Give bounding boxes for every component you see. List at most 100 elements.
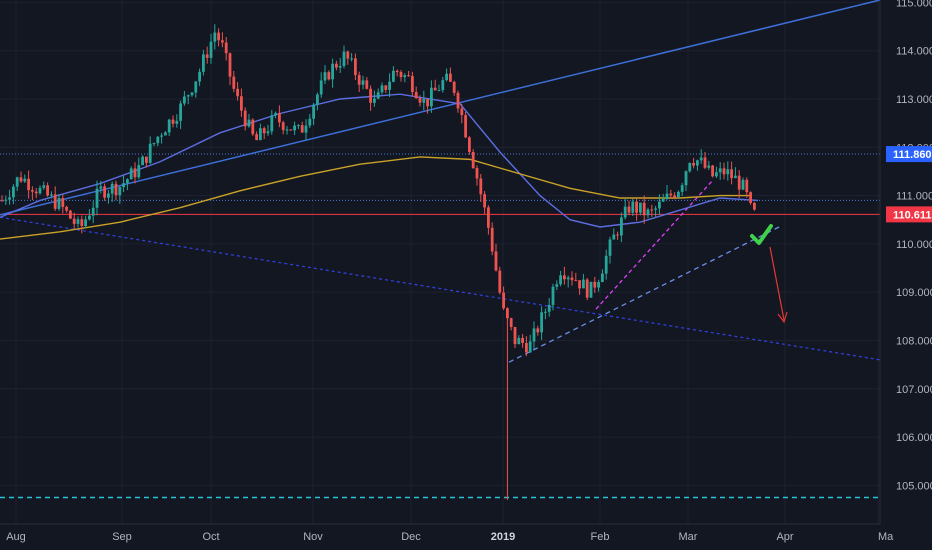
time-tick-label: Ma: [878, 531, 894, 543]
candle: [38, 185, 42, 195]
candle-body: [179, 103, 182, 121]
candle: [342, 45, 346, 69]
candle: [152, 142, 156, 147]
candle-body: [209, 41, 213, 58]
candle: [297, 124, 300, 130]
falling-trendline: [0, 216, 881, 361]
candle: [437, 84, 441, 92]
candle-body: [262, 128, 266, 134]
price-tick-label: 115.000: [896, 0, 932, 9]
candle-body: [502, 292, 505, 309]
candle-body: [270, 115, 274, 132]
candle-body: [198, 71, 201, 82]
candle-body: [680, 185, 684, 192]
candle-body: [627, 206, 631, 213]
candle-body: [42, 185, 46, 188]
candle: [278, 105, 281, 128]
candle-body: [335, 63, 338, 68]
candle-body: [316, 94, 319, 105]
candle-body: [711, 165, 714, 177]
candle-body: [221, 40, 224, 43]
candle: [650, 204, 654, 217]
price-tick-label: 109.000: [896, 287, 932, 299]
candle: [753, 201, 756, 211]
candle: [61, 194, 65, 214]
candle: [76, 216, 80, 228]
candle: [555, 280, 559, 291]
candle: [506, 307, 509, 500]
candle-body: [160, 135, 163, 137]
candle-body: [251, 119, 255, 135]
candle: [110, 181, 114, 202]
candle: [221, 32, 224, 48]
candle: [114, 180, 118, 201]
candle: [148, 136, 152, 165]
candle-body: [31, 190, 34, 192]
candle: [521, 334, 524, 348]
candle-body: [126, 179, 129, 184]
candle-body: [665, 193, 669, 200]
candle: [8, 189, 11, 205]
candle-body: [540, 312, 543, 333]
candle-body: [547, 304, 551, 312]
candle: [316, 92, 319, 111]
candle-body: [639, 202, 642, 213]
price-axis[interactable]: 115.000114.000113.000112.000111.000110.0…: [896, 0, 932, 492]
candle: [677, 190, 680, 199]
candle-body: [202, 54, 205, 72]
candle: [247, 113, 251, 128]
candle-body: [57, 198, 61, 209]
candle: [34, 188, 38, 199]
candle: [285, 125, 289, 135]
candle: [50, 191, 53, 199]
candle-body: [217, 32, 220, 41]
candle-body: [76, 219, 80, 224]
time-axis[interactable]: Aug Sep Oct Nov Dec 2019 Feb Mar Apr Ma: [6, 531, 894, 543]
grid-lines: [0, 0, 880, 524]
price-tick-label: 110.000: [896, 239, 932, 251]
candle: [661, 193, 665, 202]
candle: [536, 325, 540, 336]
candle: [745, 177, 749, 198]
candle: [464, 112, 467, 139]
candle: [696, 159, 699, 171]
candle-body: [278, 113, 281, 123]
candle-body: [414, 91, 418, 99]
price-tick-label: 113.000: [896, 94, 932, 106]
candle: [107, 190, 110, 204]
candle: [19, 171, 23, 183]
candle: [126, 178, 129, 191]
candle-body: [399, 72, 403, 78]
candle: [430, 80, 433, 113]
candle-body: [449, 73, 452, 82]
support-trendline: [508, 224, 783, 363]
candle: [749, 191, 752, 205]
candle-body: [285, 129, 289, 131]
candle: [224, 36, 228, 61]
candle-body: [601, 273, 604, 283]
candle: [95, 180, 99, 216]
candle: [323, 65, 327, 85]
candle-body: [114, 183, 118, 196]
price-tick-label: 108.000: [896, 335, 932, 347]
candle-body: [646, 209, 650, 216]
rising-trendline: [0, 0, 881, 216]
candle-body: [373, 98, 376, 103]
price-badges: 111.860 110.611: [886, 146, 932, 223]
candle-body: [593, 281, 597, 288]
candle: [357, 71, 361, 92]
candle: [570, 271, 574, 286]
time-tick-label: Apr: [776, 531, 793, 543]
candle-body: [696, 160, 699, 166]
candle: [175, 114, 179, 128]
candle-body: [650, 209, 654, 211]
candle-body: [620, 217, 623, 236]
candle-body: [152, 143, 156, 145]
candle-body: [608, 239, 612, 256]
candle-body: [722, 168, 726, 175]
candle: [31, 186, 34, 200]
candle: [388, 73, 391, 97]
